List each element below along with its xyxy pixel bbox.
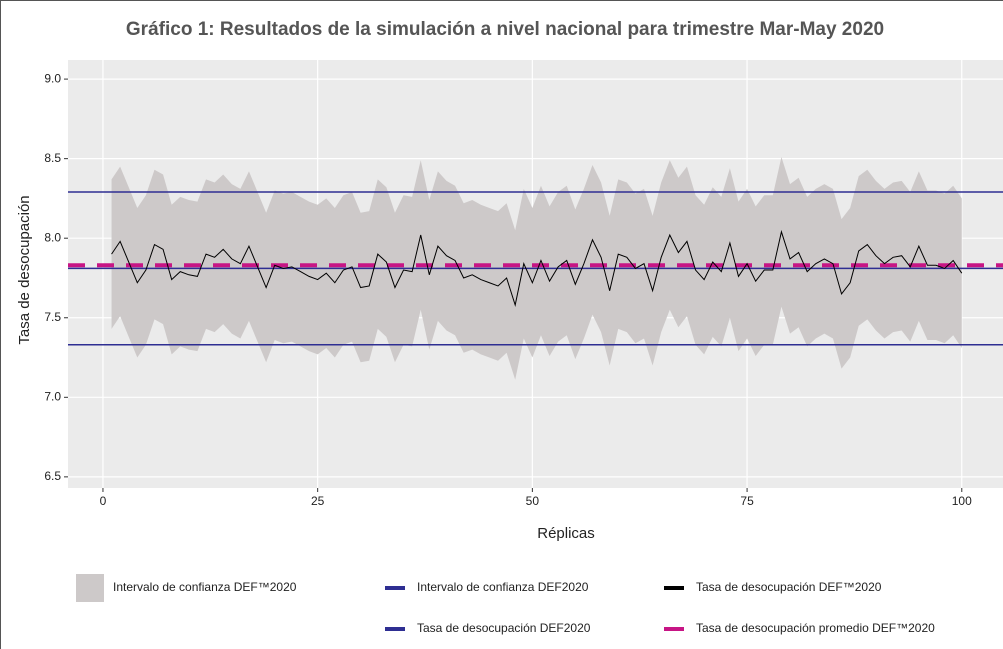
x-tick-label: 75 xyxy=(740,494,754,508)
chart-title: Gráfico 1: Resultados de la simulación a… xyxy=(126,19,884,40)
y-tick-label: 7.5 xyxy=(44,310,61,324)
legend-label: Tasa de desocupación DEF2020 xyxy=(417,621,591,635)
y-tick-label: 9.0 xyxy=(44,71,61,85)
y-tick-label: 7.0 xyxy=(44,389,61,403)
y-tick-label: 8.5 xyxy=(44,151,61,165)
y-tick-label: 8.0 xyxy=(44,230,61,244)
legend-label: Intervalo de confianza DEF™2020 xyxy=(113,580,297,594)
legend-key xyxy=(76,574,104,602)
series-line xyxy=(111,229,963,307)
x-tick-label: 0 xyxy=(100,494,107,508)
x-tick-label: 25 xyxy=(311,494,325,508)
x-tick-label: 100 xyxy=(952,494,972,508)
legend-label: Tasa de desocupación promedio DEF™2020 xyxy=(696,621,935,635)
y-axis-title: Tasa de desocupación xyxy=(16,195,33,344)
legend-label: Tasa de desocupación DEF™2020 xyxy=(696,580,882,594)
legend-label: Intervalo de confianza DEF2020 xyxy=(417,580,589,594)
x-axis-title: Réplicas xyxy=(537,525,595,542)
y-tick-label: 6.5 xyxy=(44,469,61,483)
x-tick-label: 50 xyxy=(526,494,540,508)
